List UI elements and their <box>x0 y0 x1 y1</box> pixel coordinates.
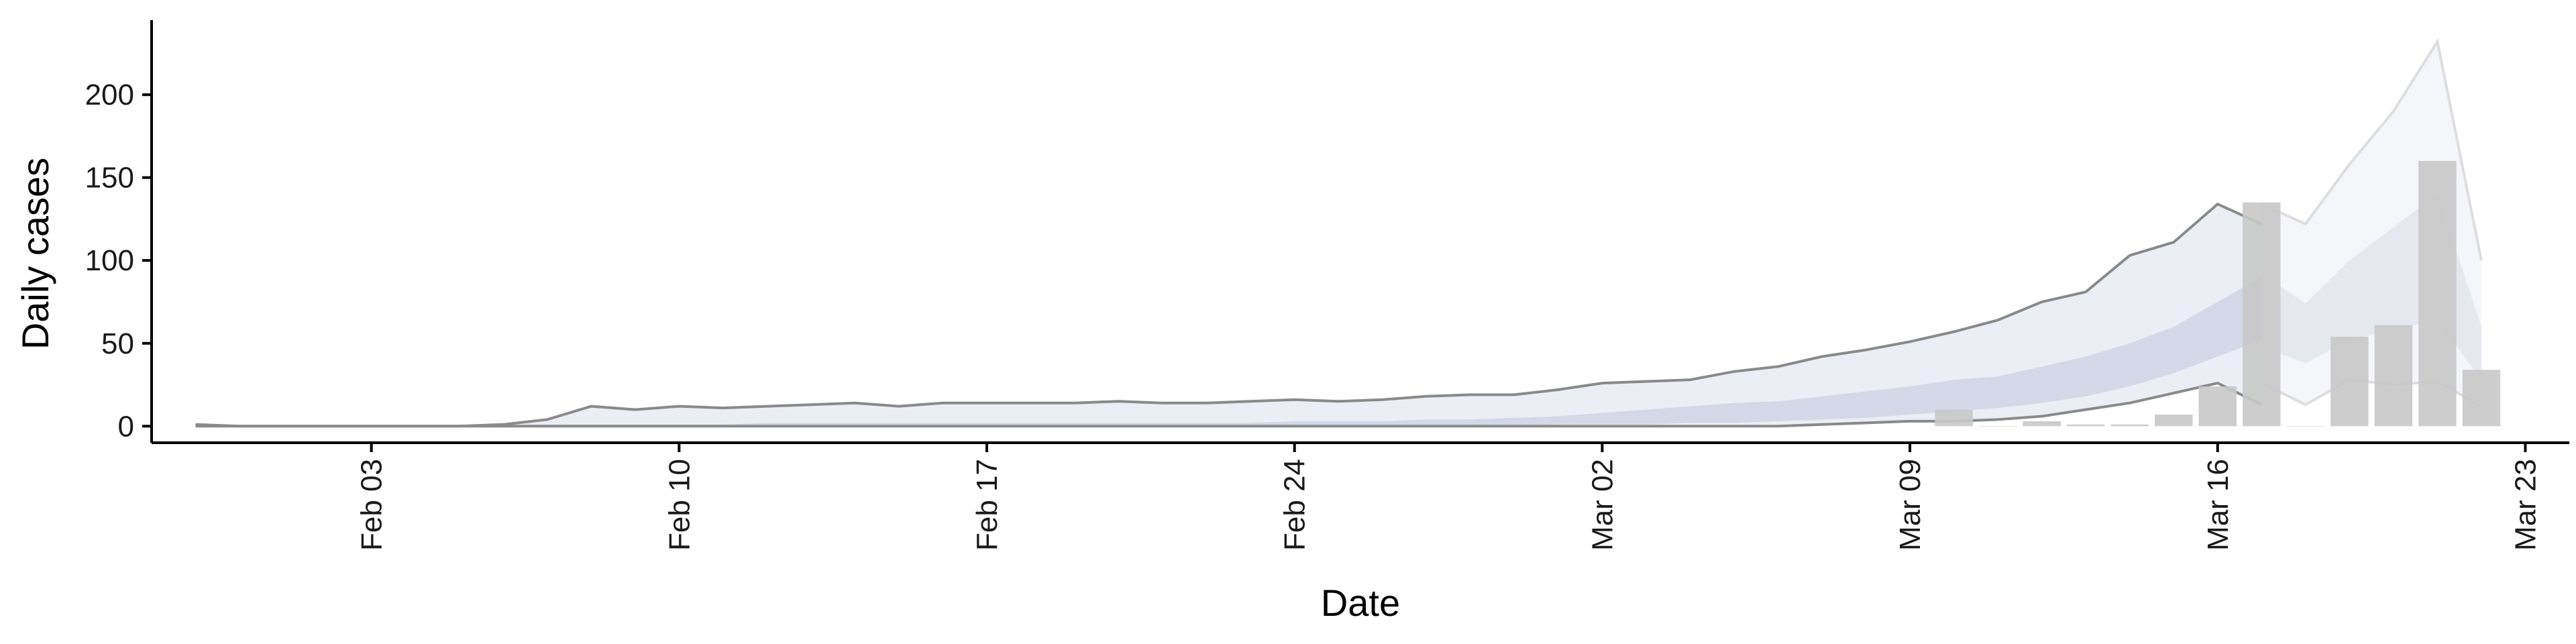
uncertainty-bands <box>195 42 2481 427</box>
case-bar <box>2023 421 2061 427</box>
x-tick-label: Mar 23 <box>2510 459 2542 551</box>
y-tick-label: 200 <box>85 78 134 111</box>
case-bar <box>1979 426 2017 427</box>
forecast-upper-line <box>2261 38 2483 261</box>
axes <box>150 20 2569 444</box>
case-bar <box>2286 426 2325 427</box>
case-bar <box>2418 161 2457 427</box>
case-bar <box>2067 424 2105 427</box>
x-axis-title: Date <box>1321 582 1400 624</box>
x-ticks: Feb 03 Feb 10 Feb 17 Feb 24 Mar 02 Mar 09 Mar … <box>356 443 2542 551</box>
x-tick-label: Feb 03 <box>356 459 388 551</box>
x-tick-label: Feb 17 <box>971 459 1004 551</box>
x-tick-label: Mar 16 <box>2202 459 2235 551</box>
y-tick-label: 150 <box>85 162 134 195</box>
lower-bound-line <box>195 381 2263 428</box>
y-tick-label: 0 <box>118 410 134 443</box>
x-tick-label: Feb 24 <box>1279 459 1311 551</box>
case-bar <box>2374 325 2413 427</box>
y-tick-label: 100 <box>85 244 134 277</box>
case-bar <box>2155 415 2193 427</box>
case-bar <box>2198 386 2237 427</box>
case-bars <box>1935 161 2501 427</box>
x-tick-label: Feb 10 <box>663 459 696 551</box>
case-bar <box>1935 409 1973 427</box>
y-axis-title: Daily cases <box>14 158 56 350</box>
case-bar <box>2110 424 2149 427</box>
case-bar <box>2462 370 2501 427</box>
y-tick-label: 50 <box>101 327 134 360</box>
case-bar <box>2243 202 2281 427</box>
x-tick-label: Mar 09 <box>1894 459 1927 551</box>
x-tick-label: Mar 02 <box>1586 459 1619 551</box>
case-bar <box>2330 336 2369 427</box>
upper-bound-line <box>195 202 2263 428</box>
y-ticks: 0 50 100 150 200 <box>85 78 152 443</box>
